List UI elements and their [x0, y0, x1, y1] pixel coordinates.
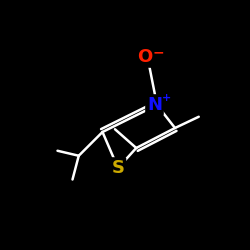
Text: −: − [152, 45, 164, 59]
Text: S: S [112, 159, 124, 177]
Text: O: O [138, 48, 152, 66]
Text: N: N [147, 96, 162, 114]
Text: +: + [162, 93, 171, 103]
